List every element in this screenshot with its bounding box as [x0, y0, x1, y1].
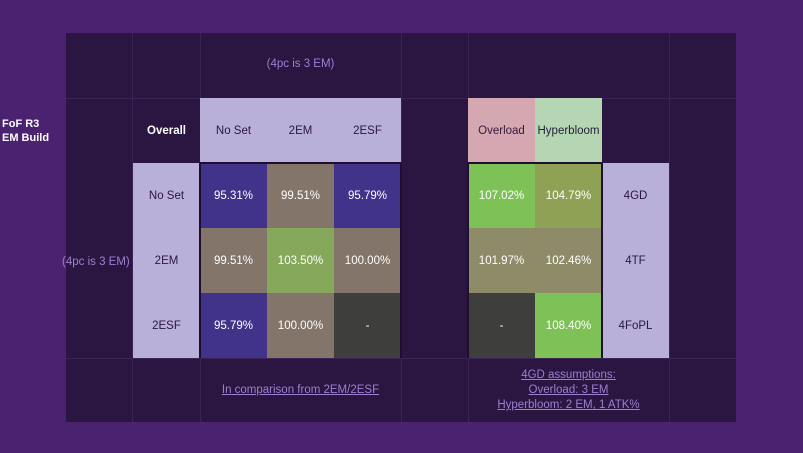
- right-label-4fopl: 4FoPL: [602, 293, 669, 358]
- header-2em: 2EM: [267, 98, 334, 163]
- top-note: (4pc is 3 EM): [266, 58, 335, 70]
- cell-r2-no-set: 99.51%: [200, 228, 267, 293]
- cell-r1-overload: 107.02%: [468, 163, 535, 228]
- right-label-4gd: 4GD: [602, 163, 669, 228]
- comparison-sheet: (4pc is 3 EM) Overall No Set 2EM 2ESF Ov…: [66, 33, 736, 422]
- cell-r1-2esf: 95.79%: [334, 163, 401, 228]
- header-overall: Overall: [147, 124, 186, 137]
- cell-r1-hyperbloom: 104.79%: [535, 163, 602, 228]
- cell-r3-2em: 100.00%: [267, 293, 334, 358]
- comparison-note-link[interactable]: In comparison from 2EM/2ESF: [221, 384, 380, 396]
- row-header-2em: 2EM: [133, 228, 200, 293]
- side-note: (4pc is 3 EM): [62, 256, 130, 268]
- row-header-no-set: No Set: [133, 163, 200, 228]
- cell-r3-overload: -: [468, 293, 535, 358]
- cell-r2-hyperbloom: 102.46%: [535, 228, 602, 293]
- header-no-set: No Set: [200, 98, 267, 163]
- cell-r3-hyperbloom: 108.40%: [535, 293, 602, 358]
- comparison-note-container: In comparison from 2EM/2ESF: [133, 358, 468, 422]
- build-title-line2: EM Build: [2, 132, 50, 144]
- cell-r2-2em: 103.50%: [267, 228, 334, 293]
- build-title-line1: FoF R3: [2, 118, 40, 130]
- cell-r2-2esf: 100.00%: [334, 228, 401, 293]
- cell-r2-overload: 101.97%: [468, 228, 535, 293]
- cell-r3-no-set: 95.79%: [200, 293, 267, 358]
- build-title: FoF R3 EM Build: [2, 117, 49, 145]
- header-overload: Overload: [468, 98, 535, 163]
- assumptions-line1[interactable]: 4GD assumptions:: [521, 369, 616, 381]
- cell-r1-2em: 99.51%: [267, 163, 334, 228]
- header-2esf: 2ESF: [334, 98, 401, 163]
- right-label-4tf: 4TF: [602, 228, 669, 293]
- row-header-2esf: 2ESF: [133, 293, 200, 358]
- cell-r3-2esf: -: [334, 293, 401, 358]
- header-hyperbloom: Hyperbloom: [535, 98, 602, 163]
- assumptions-container: 4GD assumptions: Overload: 3 EM Hyperblo…: [468, 368, 669, 413]
- assumptions-line2[interactable]: Overload: 3 EM: [528, 384, 609, 396]
- assumptions-line3[interactable]: Hyperbloom: 2 EM, 1 ATK%: [497, 399, 640, 411]
- cell-r1-no-set: 95.31%: [200, 163, 267, 228]
